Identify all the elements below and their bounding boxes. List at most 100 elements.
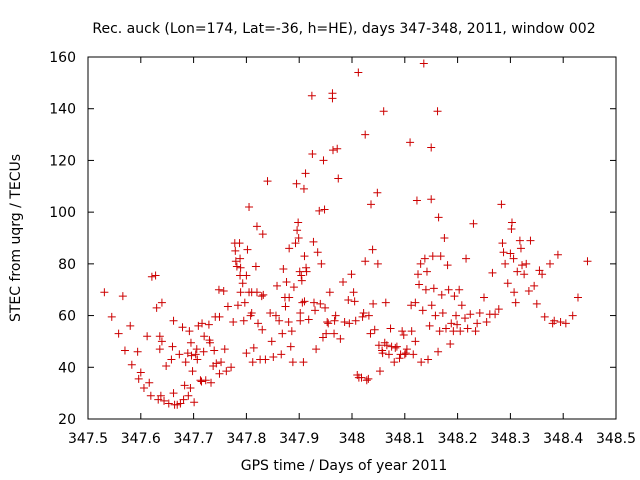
data-point [379,107,388,116]
data-point [114,329,123,338]
y-tick-label: 60 [58,309,76,325]
x-tick-label: 348.5 [596,431,636,447]
data-point [384,350,393,359]
data-point [199,347,208,356]
data-point [435,327,444,336]
data-point [179,395,188,404]
data-point [285,244,294,253]
data-point [507,218,516,227]
data-point [245,202,254,211]
data-points [100,59,592,409]
data-point [416,259,425,268]
data-point [370,325,379,334]
data-point [294,234,303,242]
data-point [127,360,136,369]
data-point [309,237,318,246]
data-point [297,271,306,280]
data-point [311,306,320,315]
data-point [302,267,311,276]
data-point [215,369,224,378]
data-point [503,279,512,288]
data-point [155,332,164,341]
data-point [322,329,331,338]
data-point [198,319,207,328]
data-point [304,315,313,324]
data-point [292,179,301,188]
data-point [152,303,161,312]
data-point [506,249,515,258]
data-point [294,218,303,227]
data-point [320,205,329,214]
data-point [107,312,116,321]
data-point [257,292,266,301]
data-point [238,279,247,288]
data-point [369,299,378,308]
data-point [175,350,184,359]
data-point [299,184,308,193]
data-point [192,345,201,354]
data-point [169,389,178,398]
data-point [350,297,359,306]
data-point [378,349,387,358]
data-point [219,287,228,296]
data-point [466,310,475,319]
data-point [347,270,356,279]
data-point [315,206,324,215]
data-point [212,359,221,368]
data-point [418,306,427,315]
data-point [540,312,549,321]
data-point [160,396,169,405]
x-tick-label: 348 [339,431,366,447]
data-point [223,302,232,311]
data-point [499,248,508,257]
data-point [300,297,309,306]
data-point [215,312,224,321]
data-point [147,272,156,281]
data-point [295,267,304,276]
chart-title: Rec. auck (Lon=174, Lat=-36, h=HE), days… [92,21,595,37]
y-tick-label: 40 [58,360,76,376]
data-point [168,342,177,351]
data-point [321,303,330,312]
data-point [507,224,516,233]
data-point [258,325,267,334]
data-point [411,337,420,346]
data-point [157,298,166,307]
y-tick-label: 20 [58,412,76,428]
data-point [286,342,295,351]
data-point [222,367,231,376]
data-point [308,149,317,158]
data-point [239,316,248,325]
data-point [318,333,327,342]
data-point [364,311,373,320]
data-point [374,341,383,350]
data-point [345,319,354,328]
data-point [414,270,422,279]
data-point [434,347,443,356]
data-point [235,239,244,248]
data-point [242,271,251,280]
data-point [473,319,482,328]
data-point [424,355,433,364]
data-point [267,337,276,346]
data-point [436,252,445,261]
data-point [406,138,415,147]
data-point [178,323,187,332]
x-axis: 347.5 347.6 347.7 347.8 347.9 348 348.1 348.2 34… [68,57,636,447]
data-point [437,290,446,299]
data-point [398,327,407,336]
data-point [392,342,401,351]
data-point [167,355,176,364]
data-point [180,381,189,390]
data-point [302,263,311,272]
data-point [328,94,337,103]
y-axis-label: STEC from uqrg / TECUs [8,154,24,322]
data-point [453,320,462,329]
data-point [126,321,135,330]
data-point [553,250,562,259]
data-point [333,144,342,153]
data-point [197,377,206,386]
data-point [143,332,152,341]
data-point [550,316,559,325]
data-point [520,270,529,279]
